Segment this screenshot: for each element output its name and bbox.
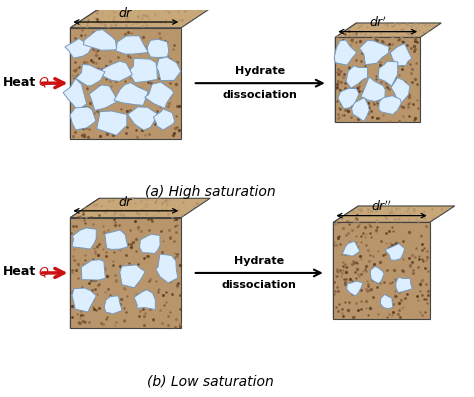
Polygon shape: [335, 37, 420, 122]
Polygon shape: [391, 78, 410, 103]
Polygon shape: [71, 8, 100, 139]
Polygon shape: [63, 79, 87, 110]
Text: $dr$: $dr$: [118, 6, 134, 20]
Polygon shape: [114, 83, 148, 105]
Polygon shape: [128, 107, 157, 130]
Polygon shape: [352, 98, 369, 121]
Polygon shape: [333, 222, 430, 319]
Polygon shape: [140, 234, 160, 253]
Text: dissociation: dissociation: [223, 90, 298, 100]
Text: Heat: Heat: [2, 266, 36, 278]
Polygon shape: [346, 281, 363, 296]
Text: $Q$: $Q$: [38, 265, 49, 279]
Polygon shape: [71, 218, 181, 328]
Polygon shape: [120, 265, 145, 288]
Polygon shape: [71, 198, 100, 328]
Polygon shape: [134, 290, 155, 310]
Polygon shape: [83, 30, 117, 50]
Polygon shape: [342, 241, 360, 256]
Polygon shape: [105, 230, 128, 249]
Polygon shape: [346, 66, 368, 88]
Polygon shape: [334, 40, 357, 65]
Text: $dr$: $dr$: [118, 195, 134, 209]
Polygon shape: [359, 40, 389, 65]
Polygon shape: [145, 82, 174, 108]
Polygon shape: [156, 57, 181, 81]
Polygon shape: [333, 206, 455, 222]
Polygon shape: [71, 8, 210, 28]
Text: $dr''$: $dr''$: [371, 199, 392, 214]
Text: Hydrate: Hydrate: [235, 66, 285, 77]
Polygon shape: [361, 77, 385, 101]
Polygon shape: [128, 58, 157, 83]
Polygon shape: [65, 39, 92, 58]
Text: $Q$: $Q$: [38, 75, 49, 89]
Polygon shape: [147, 39, 169, 58]
Polygon shape: [81, 260, 106, 280]
Text: Hydrate: Hydrate: [234, 256, 284, 266]
Polygon shape: [335, 23, 441, 37]
Polygon shape: [89, 85, 117, 110]
Polygon shape: [116, 36, 148, 54]
Text: $dr'$: $dr'$: [369, 15, 387, 30]
Text: (b) Low saturation: (b) Low saturation: [147, 374, 273, 388]
Polygon shape: [378, 61, 398, 86]
Polygon shape: [70, 107, 96, 130]
Polygon shape: [154, 109, 175, 130]
Polygon shape: [72, 228, 96, 249]
Polygon shape: [97, 111, 127, 135]
Polygon shape: [335, 23, 356, 122]
Polygon shape: [370, 267, 384, 283]
Text: Heat: Heat: [2, 76, 36, 89]
Text: (a) High saturation: (a) High saturation: [145, 185, 275, 198]
Polygon shape: [156, 254, 178, 283]
Polygon shape: [76, 64, 105, 86]
Polygon shape: [71, 198, 210, 218]
Polygon shape: [71, 28, 181, 139]
Polygon shape: [396, 277, 412, 293]
Polygon shape: [104, 296, 122, 314]
Polygon shape: [72, 288, 96, 312]
Text: dissociation: dissociation: [222, 279, 297, 290]
Polygon shape: [100, 61, 132, 81]
Polygon shape: [390, 44, 412, 66]
Polygon shape: [338, 89, 359, 109]
Polygon shape: [333, 206, 358, 319]
Polygon shape: [379, 96, 401, 114]
Polygon shape: [385, 244, 405, 260]
Polygon shape: [380, 295, 393, 309]
